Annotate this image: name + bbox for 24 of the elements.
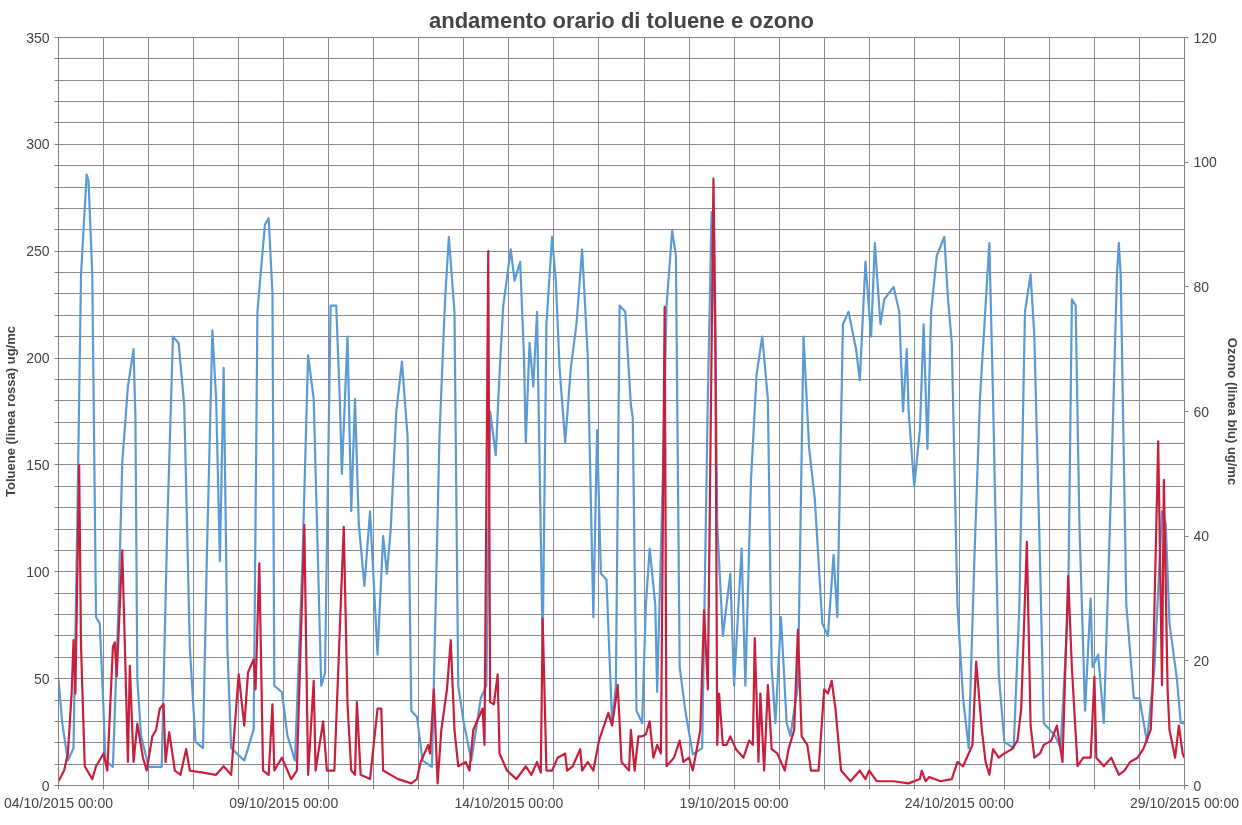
y2-tick-label: 80 [1193, 278, 1210, 295]
x-tick-label: 14/10/2015 00:00 [454, 794, 564, 811]
y-tick-label: 100 [26, 563, 50, 580]
x-tick-label: 19/10/2015 00:00 [679, 794, 789, 811]
y2-tick-label: 0 [1193, 777, 1202, 794]
y2-tick-label: 60 [1193, 403, 1210, 420]
y-tick-label: 200 [26, 350, 50, 367]
y-tick-label: 350 [26, 29, 50, 46]
y-tick-label: 300 [26, 136, 50, 153]
y2-tick-label: 120 [1193, 29, 1218, 46]
x-tick-label: 29/10/2015 00:00 [1130, 794, 1240, 811]
y-tick-label: 150 [26, 456, 50, 473]
x-tick-label: 04/10/2015 00:00 [4, 794, 114, 811]
y2-axis-title: Ozono (linea blu) ug/mc [1224, 337, 1240, 486]
y2-tick-label: 40 [1193, 528, 1210, 545]
x-tick-label: 09/10/2015 00:00 [229, 794, 339, 811]
y2-tick-label: 100 [1193, 154, 1218, 171]
y2-tick-label: 20 [1193, 652, 1210, 669]
y-tick-label: 250 [26, 243, 50, 260]
chart-title: andamento orario di toluene e ozono [428, 7, 815, 33]
y-tick-label: 0 [41, 777, 50, 794]
y-tick-label: 50 [33, 670, 50, 687]
y-axis-title: Toluene (linea rossa) ug/mc [3, 326, 19, 497]
x-tick-label: 24/10/2015 00:00 [904, 794, 1015, 811]
